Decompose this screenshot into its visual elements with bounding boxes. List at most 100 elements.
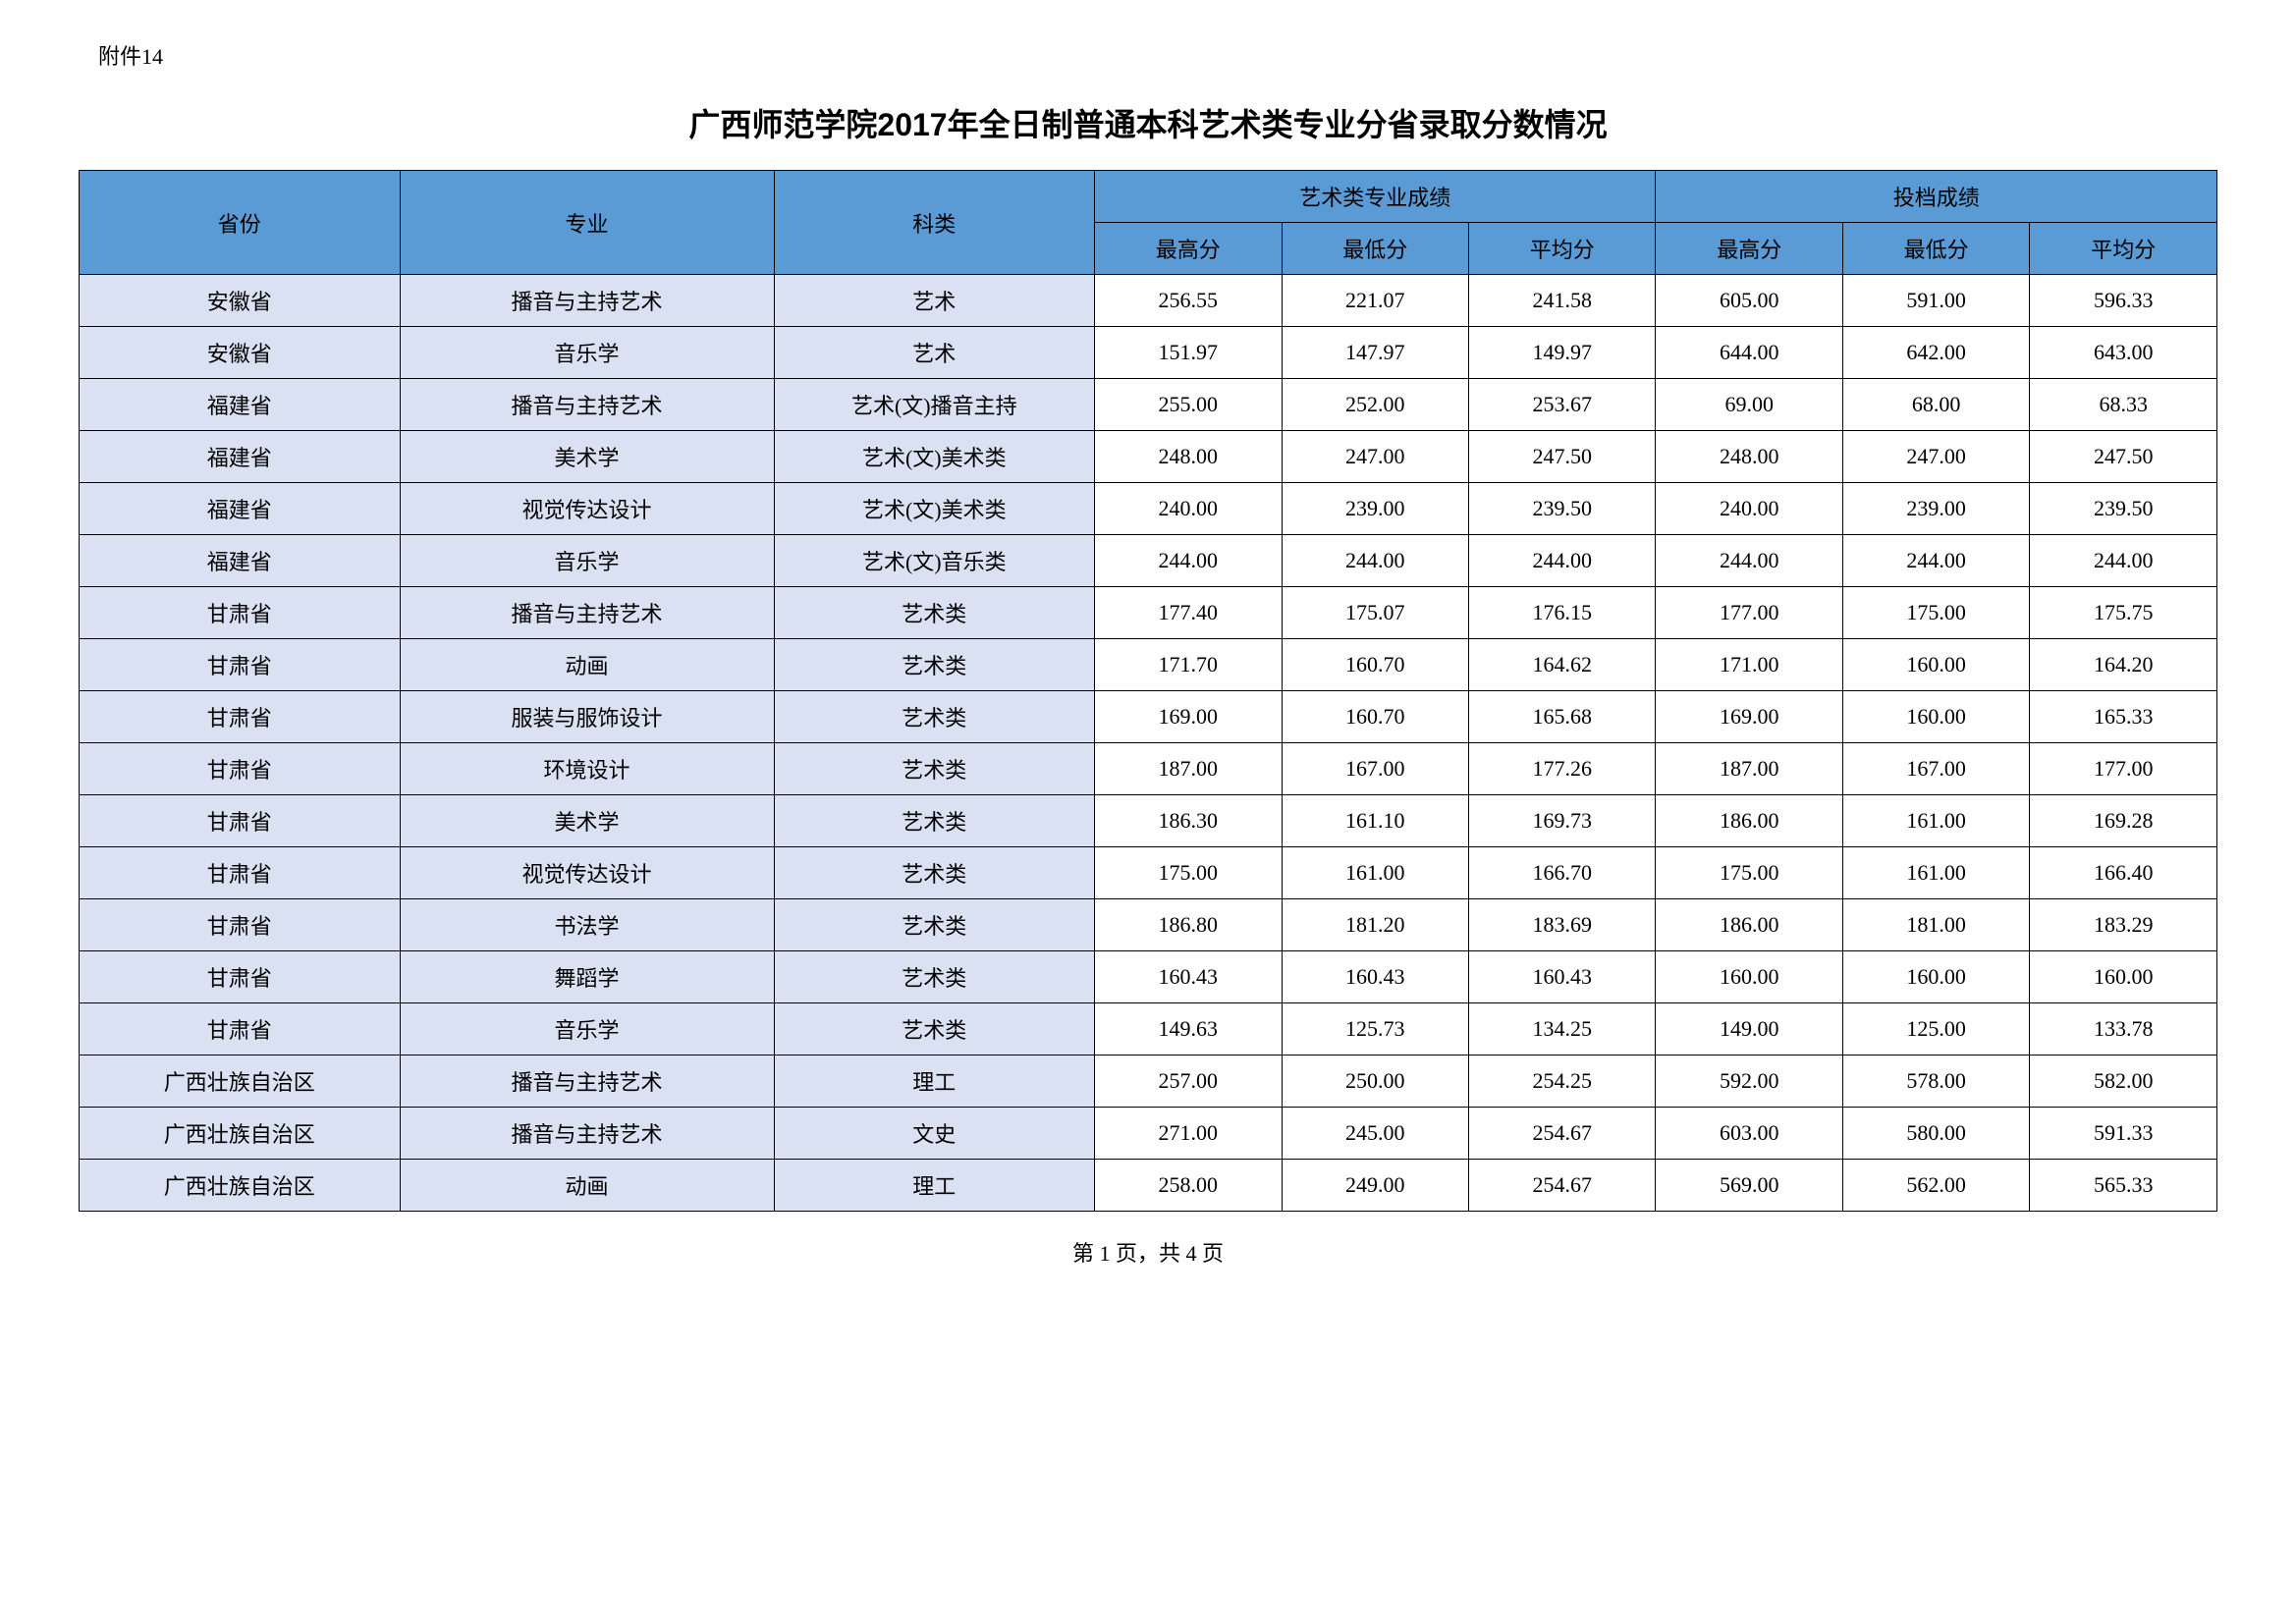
- table-row: 甘肃省环境设计艺术类187.00167.00177.26187.00167.00…: [80, 743, 2217, 795]
- cell-art_max: 186.30: [1095, 795, 1282, 847]
- cell-art_min: 160.70: [1282, 691, 1468, 743]
- header-adm-avg: 平均分: [2030, 223, 2217, 275]
- cell-adm_max: 248.00: [1656, 431, 1842, 483]
- cell-art_max: 186.80: [1095, 899, 1282, 951]
- header-art-min: 最低分: [1282, 223, 1468, 275]
- cell-art_min: 239.00: [1282, 483, 1468, 535]
- table-row: 甘肃省视觉传达设计艺术类175.00161.00166.70175.00161.…: [80, 847, 2217, 899]
- cell-province: 甘肃省: [80, 1003, 401, 1056]
- cell-adm_avg: 175.75: [2030, 587, 2217, 639]
- cell-major: 音乐学: [400, 1003, 774, 1056]
- cell-art_min: 147.97: [1282, 327, 1468, 379]
- cell-art_min: 175.07: [1282, 587, 1468, 639]
- table-row: 安徽省播音与主持艺术艺术256.55221.07241.58605.00591.…: [80, 275, 2217, 327]
- table-row: 安徽省音乐学艺术151.97147.97149.97644.00642.0064…: [80, 327, 2217, 379]
- cell-adm_avg: 68.33: [2030, 379, 2217, 431]
- cell-art_max: 187.00: [1095, 743, 1282, 795]
- attachment-label: 附件14: [98, 39, 2217, 71]
- cell-category: 艺术类: [774, 951, 1095, 1003]
- cell-adm_avg: 164.20: [2030, 639, 2217, 691]
- cell-major: 播音与主持艺术: [400, 587, 774, 639]
- cell-adm_min: 580.00: [1842, 1108, 2029, 1160]
- cell-art_min: 221.07: [1282, 275, 1468, 327]
- cell-adm_min: 125.00: [1842, 1003, 2029, 1056]
- cell-adm_min: 181.00: [1842, 899, 2029, 951]
- cell-adm_min: 160.00: [1842, 691, 2029, 743]
- cell-category: 艺术: [774, 327, 1095, 379]
- cell-adm_max: 175.00: [1656, 847, 1842, 899]
- cell-adm_avg: 565.33: [2030, 1160, 2217, 1212]
- cell-art_max: 256.55: [1095, 275, 1282, 327]
- cell-art_avg: 160.43: [1469, 951, 1656, 1003]
- cell-province: 甘肃省: [80, 899, 401, 951]
- cell-province: 广西壮族自治区: [80, 1108, 401, 1160]
- cell-province: 甘肃省: [80, 691, 401, 743]
- cell-category: 文史: [774, 1108, 1095, 1160]
- cell-category: 艺术(文)美术类: [774, 431, 1095, 483]
- cell-adm_min: 642.00: [1842, 327, 2029, 379]
- cell-art_max: 271.00: [1095, 1108, 1282, 1160]
- cell-adm_avg: 169.28: [2030, 795, 2217, 847]
- cell-category: 艺术类: [774, 743, 1095, 795]
- cell-art_min: 249.00: [1282, 1160, 1468, 1212]
- page-footer: 第 1 页，共 4 页: [79, 1236, 2217, 1268]
- cell-adm_min: 244.00: [1842, 535, 2029, 587]
- cell-adm_min: 161.00: [1842, 847, 2029, 899]
- cell-province: 安徽省: [80, 275, 401, 327]
- table-row: 甘肃省音乐学艺术类149.63125.73134.25149.00125.001…: [80, 1003, 2217, 1056]
- header-art-max: 最高分: [1095, 223, 1282, 275]
- table-row: 甘肃省播音与主持艺术艺术类177.40175.07176.15177.00175…: [80, 587, 2217, 639]
- cell-major: 服装与服饰设计: [400, 691, 774, 743]
- cell-adm_avg: 591.33: [2030, 1108, 2217, 1160]
- cell-adm_max: 69.00: [1656, 379, 1842, 431]
- cell-major: 美术学: [400, 795, 774, 847]
- cell-adm_avg: 582.00: [2030, 1056, 2217, 1108]
- cell-province: 福建省: [80, 379, 401, 431]
- cell-major: 视觉传达设计: [400, 483, 774, 535]
- cell-adm_min: 247.00: [1842, 431, 2029, 483]
- table-row: 福建省美术学艺术(文)美术类248.00247.00247.50248.0024…: [80, 431, 2217, 483]
- header-admission-score-group: 投档成绩: [1656, 171, 2217, 223]
- table-row: 福建省播音与主持艺术艺术(文)播音主持255.00252.00253.6769.…: [80, 379, 2217, 431]
- cell-art_avg: 166.70: [1469, 847, 1656, 899]
- table-row: 甘肃省动画艺术类171.70160.70164.62171.00160.0016…: [80, 639, 2217, 691]
- cell-art_max: 177.40: [1095, 587, 1282, 639]
- cell-adm_max: 644.00: [1656, 327, 1842, 379]
- cell-major: 播音与主持艺术: [400, 275, 774, 327]
- cell-adm_max: 186.00: [1656, 899, 1842, 951]
- cell-adm_max: 160.00: [1656, 951, 1842, 1003]
- cell-province: 甘肃省: [80, 639, 401, 691]
- cell-category: 艺术(文)美术类: [774, 483, 1095, 535]
- cell-adm_avg: 596.33: [2030, 275, 2217, 327]
- table-row: 广西壮族自治区动画理工258.00249.00254.67569.00562.0…: [80, 1160, 2217, 1212]
- cell-art_avg: 169.73: [1469, 795, 1656, 847]
- cell-art_avg: 134.25: [1469, 1003, 1656, 1056]
- score-table: 省份 专业 科类 艺术类专业成绩 投档成绩 最高分 最低分 平均分 最高分 最低…: [79, 170, 2217, 1212]
- cell-adm_min: 562.00: [1842, 1160, 2029, 1212]
- cell-major: 动画: [400, 639, 774, 691]
- cell-province: 甘肃省: [80, 743, 401, 795]
- cell-province: 甘肃省: [80, 587, 401, 639]
- cell-art_avg: 176.15: [1469, 587, 1656, 639]
- table-row: 广西壮族自治区播音与主持艺术理工257.00250.00254.25592.00…: [80, 1056, 2217, 1108]
- cell-major: 书法学: [400, 899, 774, 951]
- cell-art_avg: 254.67: [1469, 1160, 1656, 1212]
- cell-adm_max: 169.00: [1656, 691, 1842, 743]
- cell-art_min: 161.10: [1282, 795, 1468, 847]
- cell-province: 福建省: [80, 535, 401, 587]
- cell-art_min: 245.00: [1282, 1108, 1468, 1160]
- table-row: 甘肃省服装与服饰设计艺术类169.00160.70165.68169.00160…: [80, 691, 2217, 743]
- cell-art_max: 244.00: [1095, 535, 1282, 587]
- cell-adm_max: 592.00: [1656, 1056, 1842, 1108]
- cell-adm_min: 68.00: [1842, 379, 2029, 431]
- table-row: 甘肃省舞蹈学艺术类160.43160.43160.43160.00160.001…: [80, 951, 2217, 1003]
- cell-adm_min: 591.00: [1842, 275, 2029, 327]
- table-row: 广西壮族自治区播音与主持艺术文史271.00245.00254.67603.00…: [80, 1108, 2217, 1160]
- cell-category: 艺术类: [774, 639, 1095, 691]
- cell-art_max: 149.63: [1095, 1003, 1282, 1056]
- cell-major: 视觉传达设计: [400, 847, 774, 899]
- cell-adm_max: 244.00: [1656, 535, 1842, 587]
- cell-adm_avg: 183.29: [2030, 899, 2217, 951]
- table-row: 福建省视觉传达设计艺术(文)美术类240.00239.00239.50240.0…: [80, 483, 2217, 535]
- cell-art_min: 252.00: [1282, 379, 1468, 431]
